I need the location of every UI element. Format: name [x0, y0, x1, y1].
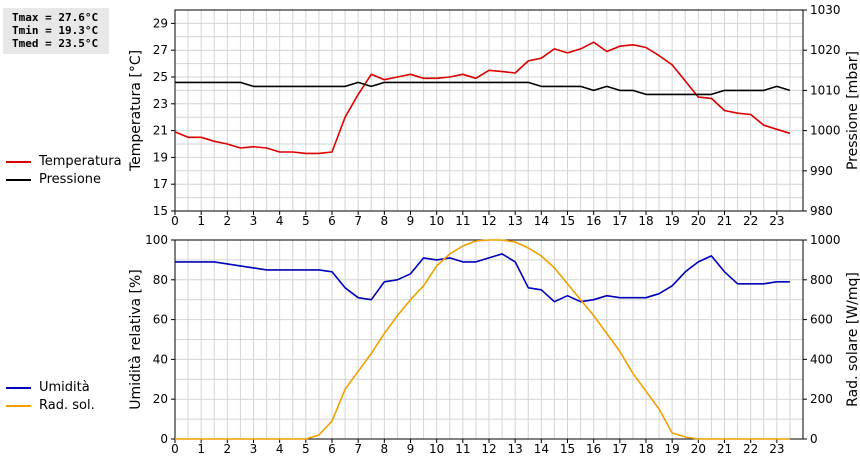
x-tick-label: 23 — [769, 214, 784, 228]
x-tick-label: 2 — [224, 214, 232, 228]
x-tick-label: 16 — [586, 442, 601, 456]
y2-tick-label: 400 — [810, 352, 833, 366]
legend-label-rad-sol: Rad. sol. — [39, 398, 95, 413]
x-tick-label: 19 — [665, 214, 680, 228]
x-tick-label: 17 — [612, 442, 627, 456]
x-tick-label: 7 — [354, 214, 362, 228]
y2-tick-label: 200 — [810, 392, 833, 406]
x-tick-label: 9 — [407, 442, 415, 456]
x-tick-label: 11 — [455, 214, 470, 228]
x-tick-label: 10 — [429, 214, 444, 228]
x-tick-label: 10 — [429, 442, 444, 456]
series-line-umidita — [175, 253, 790, 303]
y-axis-label: Temperatura [°C] — [128, 50, 144, 172]
x-tick-label: 1 — [197, 442, 205, 456]
y-tick-label: 21 — [153, 124, 168, 138]
y-tick-label: 40 — [153, 352, 168, 366]
y-tick-label: 29 — [153, 16, 168, 30]
x-tick-label: 15 — [560, 214, 575, 228]
y2-tick-label: 1020 — [810, 43, 841, 57]
y2-axis-label: Rad. solare [W/mq] — [845, 272, 860, 407]
x-tick-label: 18 — [638, 442, 653, 456]
x-tick-label: 3 — [250, 442, 258, 456]
x-tick-label: 8 — [381, 442, 389, 456]
x-tick-label: 23 — [769, 442, 784, 456]
series-line-pressione — [175, 81, 791, 96]
x-tick-label: 14 — [534, 442, 549, 456]
x-tick-label: 7 — [354, 442, 362, 456]
x-tick-label: 6 — [328, 214, 336, 228]
x-tick-label: 20 — [691, 214, 706, 228]
chart-panel-bottom: 0 1 2 3 4 5 6 7 8 9 10 11 12 13 14 15 16 17 18 19 20 21 22 2302… — [128, 233, 860, 456]
x-tick-label: 22 — [743, 214, 758, 228]
x-tick-label: 17 — [612, 214, 627, 228]
y2-tick-label: 0 — [810, 432, 818, 446]
x-tick-label: 13 — [508, 214, 523, 228]
y2-tick-label: 1000 — [810, 233, 841, 247]
x-tick-label: 22 — [743, 442, 758, 456]
y2-tick-label: 1030 — [810, 3, 841, 17]
y2-tick-label: 600 — [810, 313, 833, 327]
stats-box: Tmax = 27.6°C Tmin = 19.3°C Tmed = 23.5°… — [3, 8, 109, 54]
y-tick-label: 25 — [153, 70, 168, 84]
legend-label-temperatura: Temperatura — [39, 154, 122, 169]
x-tick-label: 0 — [171, 214, 179, 228]
y-tick-label: 19 — [153, 150, 168, 164]
y2-tick-label: 1000 — [810, 124, 841, 138]
legend-swatch-pressione — [6, 179, 31, 181]
x-tick-label: 21 — [717, 214, 732, 228]
x-tick-label: 16 — [586, 214, 601, 228]
y2-tick-label: 800 — [810, 273, 833, 287]
x-tick-label: 4 — [276, 214, 284, 228]
y2-axis-label: Pressione [mbar] — [845, 51, 860, 170]
x-tick-label: 1 — [197, 214, 205, 228]
x-tick-label: 6 — [328, 442, 336, 456]
x-tick-label: 19 — [665, 442, 680, 456]
y-tick-label: 60 — [153, 313, 168, 327]
stats-tmed: Tmed = 23.5°C — [12, 37, 99, 50]
x-tick-label: 12 — [481, 442, 496, 456]
x-tick-label: 9 — [407, 214, 415, 228]
x-tick-label: 5 — [302, 214, 310, 228]
legend-swatch-umidita — [6, 387, 31, 389]
legend-swatch-rad-sol — [6, 405, 31, 407]
x-tick-label: 11 — [455, 442, 470, 456]
legend-swatch-temperatura — [6, 161, 31, 163]
series-line-temperatura — [174, 41, 791, 155]
x-tick-label: 12 — [481, 214, 496, 228]
chart-panel-top: 0 1 2 3 4 5 6 7 8 9 10 11 12 13 14 15 16 17 18 19 20 21 22 2315… — [128, 3, 860, 228]
legend-label-pressione: Pressione — [39, 172, 102, 187]
y-tick-label: 27 — [153, 43, 168, 57]
y2-tick-label: 990 — [810, 164, 833, 178]
x-tick-label: 14 — [534, 214, 549, 228]
y-tick-label: 17 — [153, 177, 168, 191]
x-tick-label: 4 — [276, 442, 284, 456]
x-tick-label: 3 — [250, 214, 258, 228]
y-axis-label: Umidità relativa [%] — [128, 269, 144, 410]
y-tick-label: 15 — [153, 204, 168, 218]
series-line-rad-sol — [175, 239, 790, 440]
y2-tick-label: 980 — [810, 204, 833, 218]
x-tick-label: 5 — [302, 442, 310, 456]
stats-tmin: Tmin = 19.3°C — [12, 24, 99, 37]
x-tick-label: 18 — [638, 214, 653, 228]
x-tick-label: 21 — [717, 442, 732, 456]
y-tick-label: 100 — [145, 233, 168, 247]
legend-label-umidita: Umidità — [39, 380, 90, 395]
x-tick-label: 13 — [508, 442, 523, 456]
x-tick-label: 20 — [691, 442, 706, 456]
stats-tmax: Tmax = 27.6°C — [12, 11, 99, 24]
y-tick-label: 80 — [153, 273, 168, 287]
x-tick-label: 2 — [224, 442, 232, 456]
x-tick-label: 15 — [560, 442, 575, 456]
x-tick-label: 8 — [381, 214, 389, 228]
y-tick-label: 0 — [160, 432, 168, 446]
x-tick-label: 0 — [171, 442, 179, 456]
y-tick-label: 23 — [153, 97, 168, 111]
y2-tick-label: 1010 — [810, 83, 841, 97]
y-tick-label: 20 — [153, 392, 168, 406]
